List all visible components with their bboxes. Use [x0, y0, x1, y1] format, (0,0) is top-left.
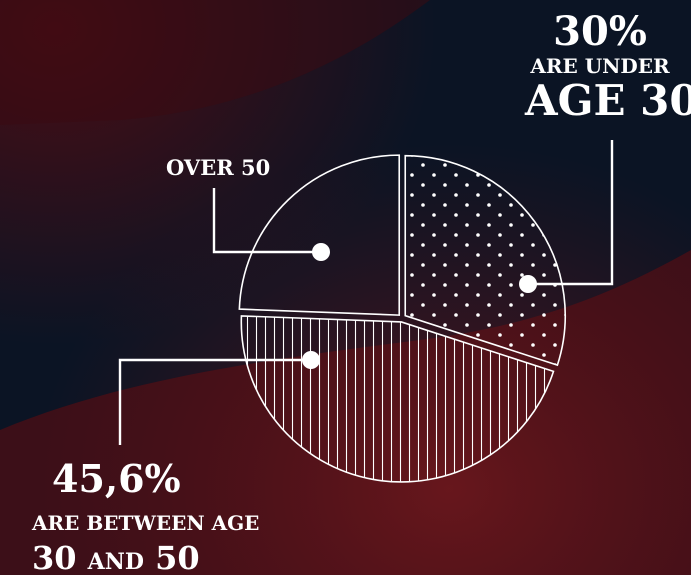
between-caption-line2: 30 and 50: [32, 539, 200, 577]
between-percent-label: 45,6%: [52, 456, 181, 501]
leader-line-under30: [528, 140, 614, 286]
pie-slice-over50: [238, 154, 401, 316]
under30-caption-line1: ARE UNDER: [530, 54, 670, 78]
leader-line-between: [118, 358, 311, 445]
leader-dot-between: [302, 351, 320, 369]
under30-percent-label: 30%: [553, 8, 647, 55]
leader-dot-under30: [519, 275, 537, 293]
between-caption-line1: ARE BETWEEN AGE: [32, 511, 260, 535]
over50-label: OVER 50: [166, 155, 271, 180]
under30-caption-line2: AGE 30: [525, 76, 691, 125]
leader-line-over50: [212, 188, 321, 254]
leader-dot-over50: [312, 243, 330, 261]
pie-slice-under30: [404, 154, 567, 367]
